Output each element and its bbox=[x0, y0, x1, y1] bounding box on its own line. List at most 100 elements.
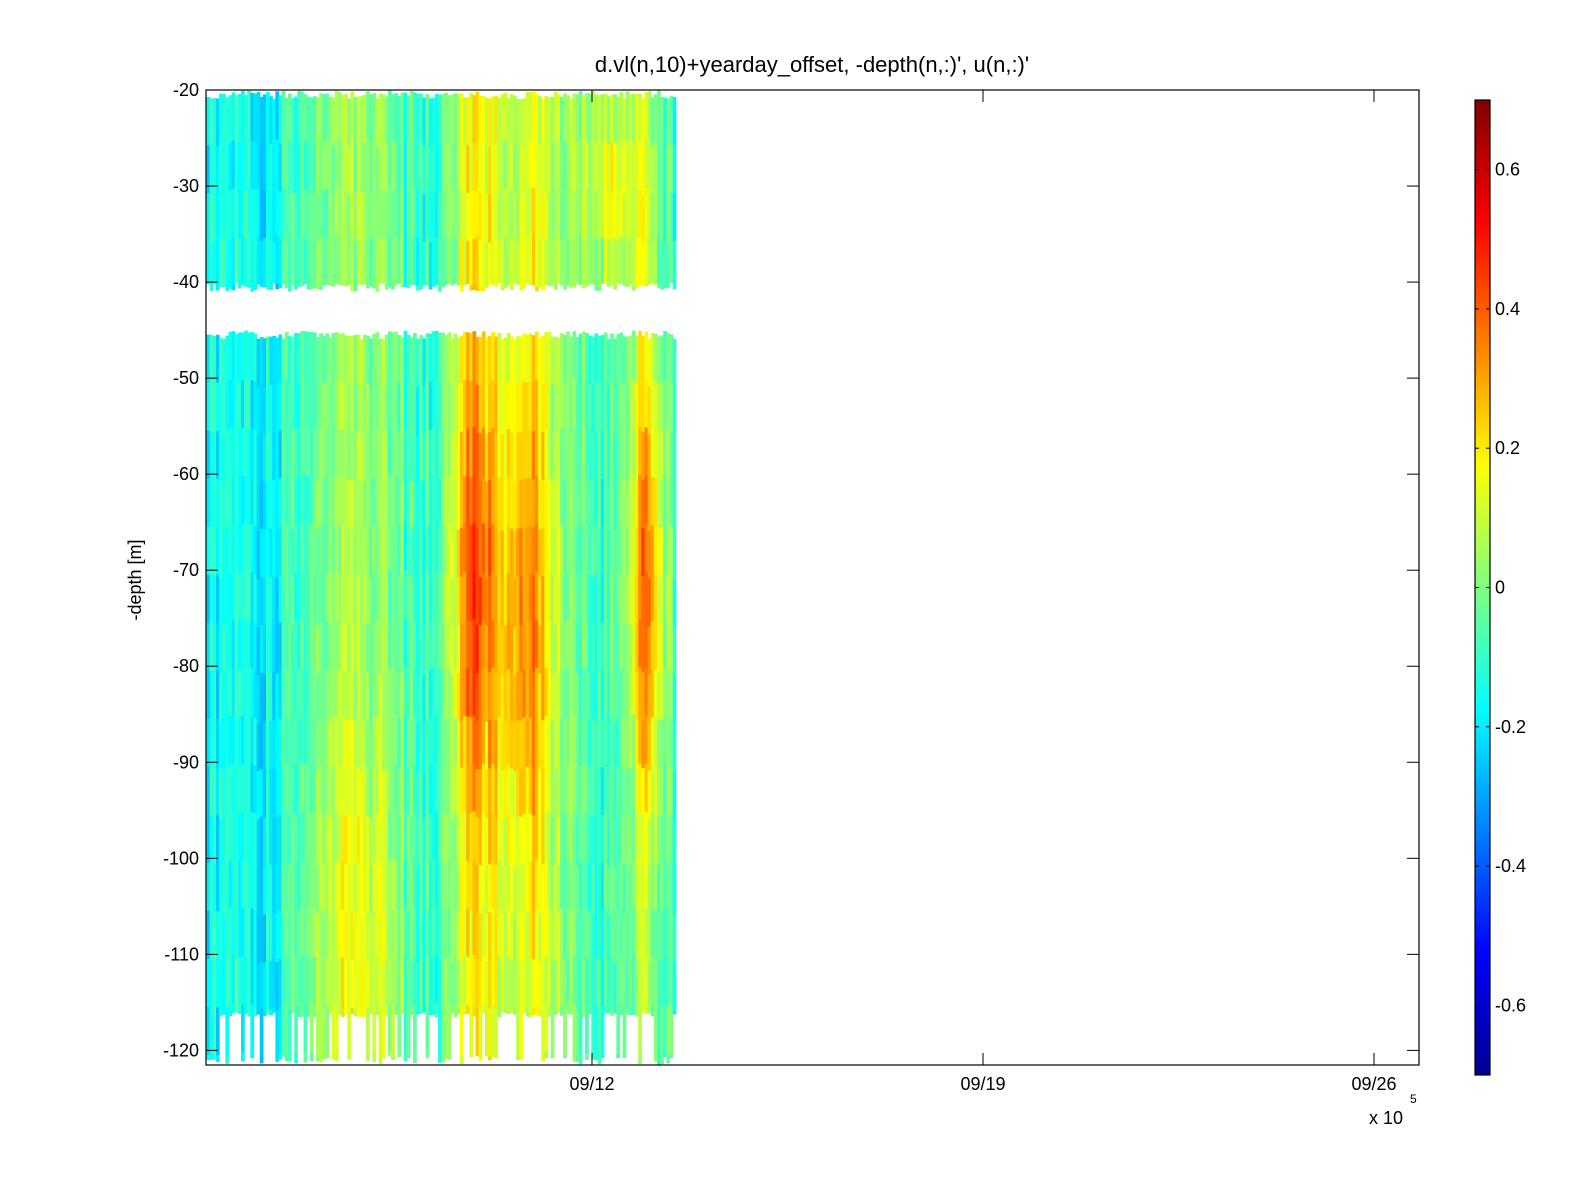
heatmap-cell bbox=[591, 960, 596, 1010]
heatmap-cell bbox=[406, 334, 411, 384]
heatmap-cell bbox=[394, 715, 398, 765]
heatmap-cell bbox=[403, 570, 408, 620]
heatmap-cell bbox=[503, 140, 508, 190]
heatmap-cell bbox=[603, 860, 608, 910]
heatmap-cell bbox=[463, 427, 467, 477]
heatmap-cell bbox=[353, 718, 358, 768]
heatmap-cell bbox=[378, 386, 383, 436]
heatmap-cell bbox=[388, 186, 392, 236]
heatmap-cell bbox=[566, 571, 571, 621]
heatmap-cell bbox=[638, 859, 642, 908]
heatmap-cell bbox=[463, 1004, 467, 1015]
heatmap-cell bbox=[206, 241, 211, 285]
heatmap-cell bbox=[522, 381, 527, 430]
heatmap-cell bbox=[563, 189, 567, 238]
heatmap-cell bbox=[478, 481, 483, 530]
heatmap-cell bbox=[366, 623, 370, 673]
heatmap-cell bbox=[453, 477, 458, 527]
heatmap-cell bbox=[484, 145, 489, 195]
heatmap-cell bbox=[337, 957, 342, 1007]
heatmap-cell bbox=[438, 142, 442, 192]
heatmap-cell bbox=[541, 146, 546, 195]
heatmap-cell bbox=[572, 475, 577, 524]
heatmap-cell bbox=[469, 236, 474, 286]
heatmap-cell bbox=[356, 958, 361, 1008]
heatmap-cell bbox=[281, 386, 286, 436]
heatmap-cell bbox=[544, 764, 549, 813]
heatmap-cell bbox=[256, 483, 261, 532]
heatmap-cell bbox=[528, 525, 533, 574]
heatmap-cell bbox=[641, 719, 646, 769]
heatmap-cell bbox=[641, 864, 646, 913]
heatmap-cell bbox=[484, 193, 489, 243]
heatmap-cell bbox=[381, 142, 386, 191]
heatmap-cell bbox=[431, 859, 436, 908]
heatmap-cell bbox=[266, 720, 270, 770]
heatmap-cell bbox=[300, 571, 305, 620]
heatmap-cell bbox=[378, 626, 383, 676]
heatmap-cell bbox=[409, 481, 414, 530]
heatmap-cell bbox=[319, 285, 323, 290]
heatmap-cell bbox=[541, 383, 546, 433]
heatmap-cell bbox=[622, 242, 627, 286]
heatmap-cell bbox=[222, 531, 226, 580]
heatmap-cell bbox=[663, 145, 667, 195]
heatmap-cell bbox=[569, 242, 574, 288]
heatmap-cell bbox=[303, 379, 308, 428]
heatmap-cell bbox=[378, 1010, 383, 1060]
heatmap-cell bbox=[575, 769, 580, 818]
heatmap-cell bbox=[603, 956, 608, 1006]
heatmap-cell bbox=[550, 865, 555, 914]
heatmap-cell bbox=[388, 571, 392, 620]
heatmap-cell bbox=[600, 383, 605, 432]
heatmap-cell bbox=[250, 476, 255, 525]
heatmap-cell bbox=[284, 572, 289, 621]
heatmap-cell bbox=[510, 336, 514, 385]
heatmap-cell bbox=[303, 715, 308, 764]
heatmap-cell bbox=[409, 385, 414, 434]
heatmap-cell bbox=[625, 912, 630, 962]
heatmap-cell bbox=[544, 380, 549, 429]
heatmap-cell bbox=[219, 818, 223, 867]
heatmap-cell bbox=[300, 331, 305, 380]
heatmap-cell bbox=[572, 237, 577, 286]
heatmap-cell bbox=[560, 861, 564, 910]
heatmap-cell bbox=[597, 1056, 602, 1065]
heatmap-cell bbox=[209, 622, 214, 672]
heatmap-cell bbox=[657, 336, 661, 386]
heatmap-cell bbox=[237, 956, 242, 1006]
heatmap-cell bbox=[325, 717, 330, 766]
heatmap-cell bbox=[578, 139, 583, 188]
heatmap-cell bbox=[413, 525, 417, 574]
heatmap-cell bbox=[575, 1009, 580, 1058]
heatmap-cell bbox=[628, 863, 633, 913]
heatmap-cell bbox=[466, 145, 470, 194]
heatmap-cell bbox=[228, 191, 233, 240]
heatmap-cell bbox=[325, 765, 330, 814]
heatmap-cell bbox=[600, 767, 605, 816]
heatmap-cell bbox=[547, 860, 552, 909]
heatmap-cell bbox=[234, 670, 239, 719]
heatmap-cell bbox=[472, 571, 477, 620]
heatmap-cell bbox=[312, 380, 317, 430]
heatmap-cell bbox=[472, 475, 477, 524]
heatmap-cell bbox=[369, 1010, 373, 1014]
heatmap-cell bbox=[331, 525, 336, 574]
heatmap-cell bbox=[535, 763, 539, 813]
heatmap-cell bbox=[516, 912, 520, 961]
heatmap-cell bbox=[344, 767, 348, 817]
heatmap-cell bbox=[303, 571, 308, 620]
heatmap-cell bbox=[528, 381, 533, 430]
heatmap-cell bbox=[212, 624, 217, 673]
heatmap-cell bbox=[600, 1055, 605, 1059]
heatmap-cell bbox=[253, 573, 258, 623]
heatmap-cell bbox=[259, 1009, 264, 1058]
heatmap-cell bbox=[594, 333, 599, 382]
heatmap-cell bbox=[337, 429, 342, 479]
heatmap-cell bbox=[416, 722, 420, 772]
heatmap-cell bbox=[225, 145, 230, 194]
heatmap-cell bbox=[212, 383, 217, 433]
heatmap-cell bbox=[291, 1009, 295, 1013]
heatmap-cell bbox=[337, 236, 342, 285]
heatmap-cell bbox=[253, 429, 258, 479]
